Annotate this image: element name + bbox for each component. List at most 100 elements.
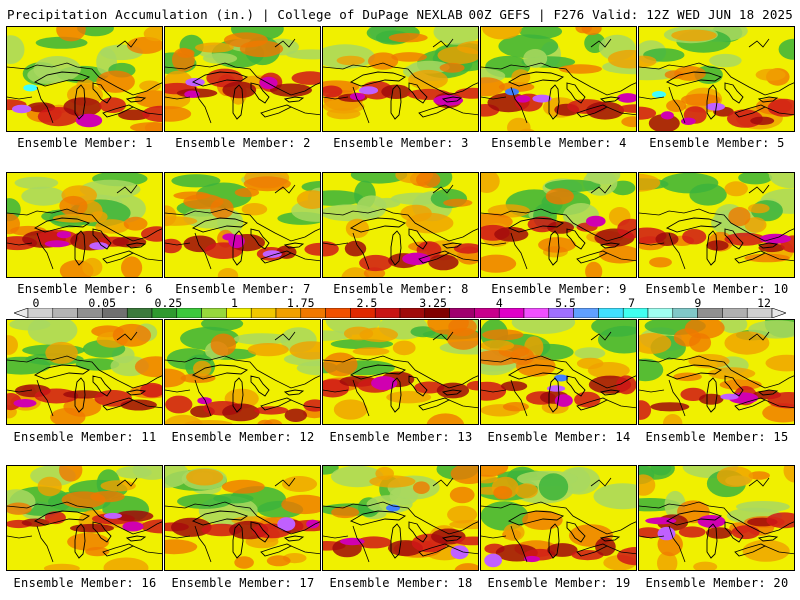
ensemble-member-label: Ensemble Member: 14 [487, 430, 631, 444]
colorbar-segment [350, 308, 376, 318]
colorbar-segment [672, 308, 698, 318]
ensemble-member-map [322, 172, 479, 278]
precip-map [7, 320, 162, 424]
colorbar-segment [201, 308, 227, 318]
precip-map [639, 466, 794, 570]
ensemble-member-map [164, 319, 321, 425]
colorbar-tick-label: 9 [694, 296, 702, 310]
precip-map [165, 466, 320, 570]
colorbar-segment [598, 308, 624, 318]
colorbar-segment [300, 308, 326, 318]
colorbar-segment [77, 308, 103, 318]
ensemble-member-label: Ensemble Member: 8 [333, 282, 469, 296]
ensemble-member-map [638, 319, 795, 425]
ensemble-member-label: Ensemble Member: 20 [645, 576, 789, 590]
ensemble-member-label: Ensemble Member: 12 [171, 430, 315, 444]
precip-map [481, 320, 636, 424]
colorbar-segment [746, 308, 773, 318]
colorbar-segment [102, 308, 128, 318]
precip-map [323, 466, 478, 570]
ensemble-member-map [638, 26, 795, 132]
precip-map [165, 173, 320, 277]
model-run-info: 00Z GEFS | F276 Valid: 12Z WED JUN 18 20… [468, 7, 793, 22]
colorbar-tick-label: 0.25 [154, 296, 183, 310]
colorbar-segment [275, 308, 302, 318]
ensemble-member-map [322, 465, 479, 571]
precip-map [323, 27, 478, 131]
colorbar-tick-label: 7 [628, 296, 636, 310]
colorbar-segment [722, 308, 748, 318]
colorbar-segment [647, 308, 674, 318]
ensemble-member-label: Ensemble Member: 19 [487, 576, 631, 590]
precip-map [639, 173, 794, 277]
colorbar-segment [151, 308, 178, 318]
ensemble-member-map [480, 465, 637, 571]
ensemble-member-map [638, 465, 795, 571]
precip-map [481, 173, 636, 277]
colorbar-segment [325, 308, 351, 318]
colorbar-tick-label: 1.75 [286, 296, 315, 310]
colorbar-tick-label: 1 [231, 296, 238, 310]
ensemble-member-label: Ensemble Member: 1 [17, 136, 153, 150]
ensemble-member-map [164, 172, 321, 278]
colorbar-segment [52, 308, 78, 318]
ensemble-member-map [322, 26, 479, 132]
ensemble-member-map [6, 319, 163, 425]
ensemble-member-label: Ensemble Member: 6 [17, 282, 153, 296]
colorbar-segment [498, 308, 525, 318]
ensemble-member-map [164, 26, 321, 132]
colorbar-segment [374, 308, 401, 318]
colorbar-min-arrow [14, 308, 29, 318]
colorbar-segment [449, 308, 475, 318]
colorbar-segment [424, 308, 450, 318]
colorbar-segment [573, 308, 599, 318]
colorbar-segment [250, 308, 277, 318]
colorbar-tick-label: 0.05 [88, 296, 117, 310]
colorbar-segment [622, 308, 649, 318]
ensemble-member-map [6, 26, 163, 132]
ensemble-member-map [480, 319, 637, 425]
ensemble-member-map [322, 319, 479, 425]
colorbar-segment [474, 308, 500, 318]
colorbar-tick-label: 2.5 [356, 296, 378, 310]
colorbar-legend: 0 0.05 0.25 1 1.75 2.5 3.25 4 5.5 7 9 12 [14, 296, 786, 320]
colorbar-segment [226, 308, 252, 318]
ensemble-member-label: Ensemble Member: 10 [645, 282, 789, 296]
ensemble-member-map [480, 172, 637, 278]
ensemble-member-label: Ensemble Member: 5 [649, 136, 785, 150]
precip-map [7, 27, 162, 131]
colorbar-segment [399, 308, 426, 318]
ensemble-member-map [164, 465, 321, 571]
ensemble-member-label: Ensemble Member: 16 [13, 576, 157, 590]
ensemble-member-map [6, 172, 163, 278]
colorbar-max-arrow [771, 308, 786, 318]
colorbar-segment [548, 308, 574, 318]
precip-map [7, 466, 162, 570]
ensemble-member-label: Ensemble Member: 7 [175, 282, 311, 296]
colorbar-tick-label: 3.25 [419, 296, 447, 310]
ensemble-member-map [480, 26, 637, 132]
colorbar-segment [523, 308, 550, 318]
ensemble-member-label: Ensemble Member: 18 [329, 576, 473, 590]
colorbar-segment [126, 308, 153, 318]
precip-map [165, 320, 320, 424]
precip-map [481, 27, 636, 131]
colorbar-strip [14, 308, 786, 318]
precip-map [323, 320, 478, 424]
colorbar-segment [697, 308, 723, 318]
ensemble-member-label: Ensemble Member: 2 [175, 136, 311, 150]
colorbar-segment [27, 308, 54, 318]
colorbar-tick-label: 12 [757, 296, 771, 310]
precip-map [639, 320, 794, 424]
precip-map [639, 27, 794, 131]
ensemble-member-map [638, 172, 795, 278]
ensemble-member-label: Ensemble Member: 9 [491, 282, 627, 296]
precip-map [481, 466, 636, 570]
ensemble-member-label: Ensemble Member: 15 [645, 430, 789, 444]
map-title: Precipitation Accumulation (in.) | Colle… [7, 7, 463, 22]
colorbar-tick-label: 4 [495, 296, 503, 310]
ensemble-member-label: Ensemble Member: 13 [329, 430, 473, 444]
colorbar-tick-label: 0 [32, 296, 40, 310]
precip-map [7, 173, 162, 277]
ensemble-member-label: Ensemble Member: 11 [13, 430, 157, 444]
